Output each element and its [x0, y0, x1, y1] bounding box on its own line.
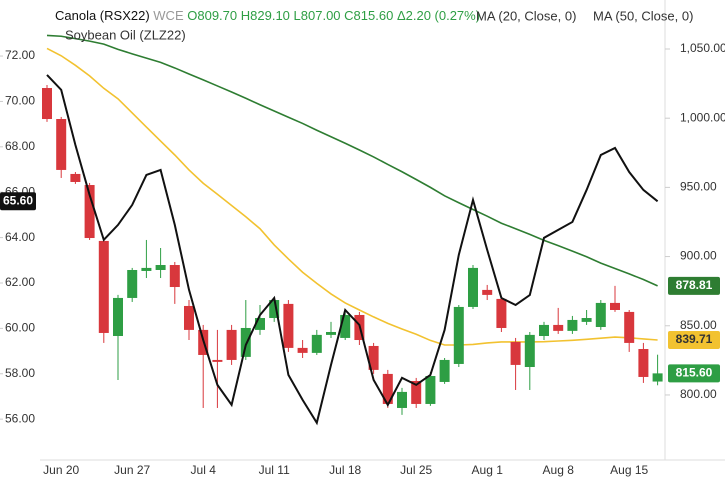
candle-body: [595, 302, 606, 328]
y2-tick-label: 950.00: [680, 180, 717, 194]
y2-tick-label: 800.00: [680, 387, 717, 401]
candle-body: [581, 318, 592, 322]
candle-body: [98, 240, 109, 333]
y2-tick-label: 850.00: [680, 318, 717, 332]
candle-body: [127, 269, 138, 298]
candle-body: [84, 185, 95, 239]
y2-tick-label: 900.00: [680, 249, 717, 263]
x-tick-label: Jun 20: [43, 463, 79, 477]
candle-body: [226, 329, 237, 360]
candle-body: [56, 119, 67, 170]
candle-body: [524, 334, 535, 368]
candle-body: [397, 391, 407, 408]
candle-body: [326, 331, 336, 335]
x-tick-label: Jul 11: [259, 463, 290, 477]
legend-soybean: Soybean Oil (ZLZ22): [65, 27, 186, 42]
candle-body: [42, 88, 52, 120]
candle-body: [482, 289, 493, 295]
candle-body: [311, 334, 322, 353]
y-tick-label: 58.00: [5, 366, 35, 380]
y-tick-label: 64.00: [5, 230, 35, 244]
candle-body: [240, 327, 251, 357]
legend-ma50: MA (50, Close, 0): [593, 8, 693, 23]
candle-body: [169, 265, 180, 288]
x-tick-label: Jul 4: [191, 463, 217, 477]
candle-body: [382, 373, 393, 404]
candle-body: [539, 324, 549, 337]
price-label-box: [668, 331, 720, 350]
legend-ma20: MA (20, Close, 0): [476, 8, 576, 23]
candle-body: [610, 302, 620, 310]
y2-tick-label: 1,050.00: [680, 41, 725, 55]
x-tick-label: Aug 8: [543, 463, 575, 477]
x-tick-label: Jul 25: [400, 463, 432, 477]
x-tick-label: Jun 27: [114, 463, 150, 477]
price-label-box: [668, 364, 720, 383]
y-tick-label: 62.00: [5, 275, 35, 289]
x-tick-label: Jul 18: [329, 463, 361, 477]
price-label-box: [0, 192, 36, 211]
candle-body: [638, 349, 649, 377]
candle-body: [340, 314, 351, 338]
candle-body: [652, 373, 663, 382]
candle-body: [297, 347, 308, 353]
price-label: 65.60: [3, 193, 33, 207]
line-series: [46, 47, 658, 346]
line-series: [46, 74, 659, 426]
line-series: [46, 34, 658, 287]
candle-body: [70, 173, 81, 182]
exchange: WCE: [153, 8, 184, 23]
candle-body: [624, 311, 635, 343]
candle-body: [155, 265, 166, 270]
candle-body: [468, 267, 478, 307]
y-tick-label: 68.00: [5, 139, 35, 153]
x-tick-label: Aug 15: [610, 463, 648, 477]
candle-body: [567, 319, 578, 331]
candle-body: [510, 341, 521, 365]
candle-body: [368, 345, 379, 370]
candle-body: [411, 380, 422, 404]
close: C815.60: [344, 8, 393, 23]
high: H829.10: [241, 8, 290, 23]
candle-body: [425, 375, 436, 404]
instrument: Canola (RSX22): [55, 8, 150, 23]
candle-body: [453, 306, 464, 364]
y2-tick-label: 1,000.00: [680, 110, 725, 124]
x-tick-label: Aug 1: [472, 463, 504, 477]
y-tick-label: 72.00: [5, 48, 35, 62]
price-label: 878.81: [676, 278, 713, 292]
low: L807.00: [294, 8, 341, 23]
price-label: 839.71: [676, 332, 713, 346]
header: Canola (RSX22) WCE O809.70 H829.10 L807.…: [55, 8, 480, 23]
candle-body: [113, 297, 123, 337]
candle-body: [496, 298, 507, 328]
y-tick-label: 56.00: [5, 411, 35, 425]
change: Δ2.20 (0.27%): [397, 8, 480, 23]
plot-area: [42, 34, 663, 426]
open: O809.70: [187, 8, 237, 23]
price-label: 815.60: [676, 366, 713, 380]
candle-body: [269, 300, 280, 319]
candle-body: [255, 318, 265, 330]
candle-body: [439, 359, 450, 382]
price-label-box: [668, 276, 720, 295]
candle-body: [184, 305, 194, 330]
candle-body: [283, 303, 294, 348]
candle-body: [212, 359, 223, 362]
y-tick-label: 60.00: [5, 321, 35, 335]
y-tick-label: 70.00: [5, 94, 35, 108]
candle-body: [553, 324, 564, 331]
candle-body: [141, 267, 152, 271]
